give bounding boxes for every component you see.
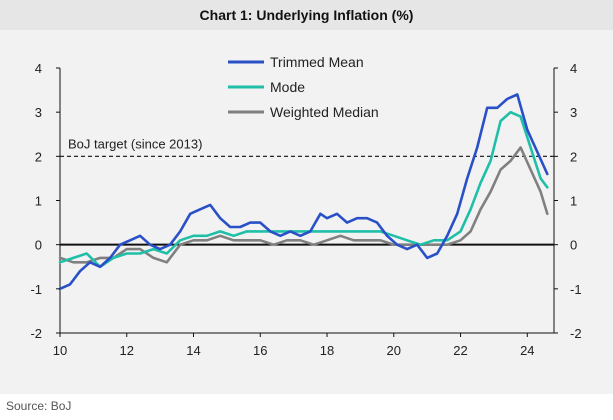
y-tick-label-left: 3: [35, 105, 42, 120]
legend-label-weighted-median: Weighted Median: [270, 104, 379, 120]
y-tick-label-left: 2: [35, 149, 42, 164]
x-tick-label: 18: [320, 343, 334, 358]
target-annotation-text: BoJ target (since 2013): [68, 136, 202, 151]
y-axis-right: -2 -1 0 1 2 3 4: [554, 61, 582, 341]
source-note: Source: BoJ: [6, 399, 72, 413]
y-axis-left: -2 -1 0 1 2 3 4: [30, 61, 60, 341]
y-tick-label-left: 0: [35, 238, 42, 253]
y-tick-label-right: 2: [570, 149, 577, 164]
x-tick-label: 20: [387, 343, 401, 358]
y-tick-label-right: 0: [570, 238, 577, 253]
x-axis: 10 12 14 16 18 20 22 24: [53, 333, 535, 358]
x-tick-label: 12: [120, 343, 134, 358]
series-line-mode: [58, 110, 549, 269]
y-tick-label-right: 3: [570, 105, 577, 120]
x-tick-label: 14: [186, 343, 200, 358]
chart-title: Chart 1: Underlying Inflation (%): [0, 0, 613, 30]
y-tick-label-right: 4: [570, 61, 577, 76]
y-tick-label-left: 4: [35, 61, 42, 76]
x-tick-label: 10: [53, 343, 67, 358]
y-tick-label-right: 1: [570, 194, 577, 209]
y-tick-label-left: 1: [35, 194, 42, 209]
x-tick-label: 22: [453, 343, 467, 358]
legend-label-mode: Mode: [270, 79, 305, 95]
y-tick-label-right: -2: [570, 326, 582, 341]
x-tick-label: 24: [520, 343, 534, 358]
y-tick-label-left: -1: [30, 282, 42, 297]
target-annotation: BoJ target (since 2013): [68, 136, 202, 151]
y-tick-label-left: -2: [30, 326, 42, 341]
series-lines: [58, 93, 549, 291]
series-line-weighted-median: [58, 146, 549, 264]
legend-label-trimmed-mean: Trimmed Mean: [270, 54, 364, 70]
legend: Trimmed Mean Mode Weighted Median: [228, 54, 379, 120]
x-tick-label: 16: [253, 343, 267, 358]
series-line-trimmed-mean: [58, 93, 549, 291]
y-tick-label-right: -1: [570, 282, 582, 297]
